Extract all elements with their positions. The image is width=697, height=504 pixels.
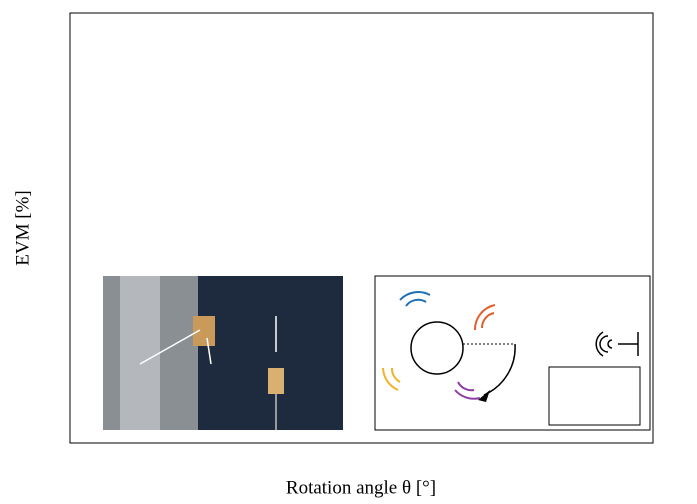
a1-waves	[399, 291, 431, 307]
arrow	[206, 337, 212, 365]
a4-waves	[382, 367, 401, 391]
photo-rau	[268, 368, 284, 394]
ue-circle	[410, 321, 464, 375]
photo-highlight	[120, 276, 160, 430]
photo-inset	[103, 276, 343, 430]
rau-icon	[595, 331, 639, 357]
photo-antenna	[193, 316, 215, 346]
a2-waves	[473, 304, 496, 331]
a3-waves	[454, 381, 481, 400]
arrow	[139, 329, 201, 365]
diagram-inset	[374, 275, 651, 431]
y-axis-label: EVM [%]	[12, 190, 33, 265]
plot-frame	[69, 12, 654, 444]
legend-frame	[548, 366, 641, 426]
rotation-arc	[483, 343, 516, 396]
rotation-arrow	[478, 390, 490, 402]
x-axis-label: Rotation angle θ [°]	[286, 477, 436, 498]
